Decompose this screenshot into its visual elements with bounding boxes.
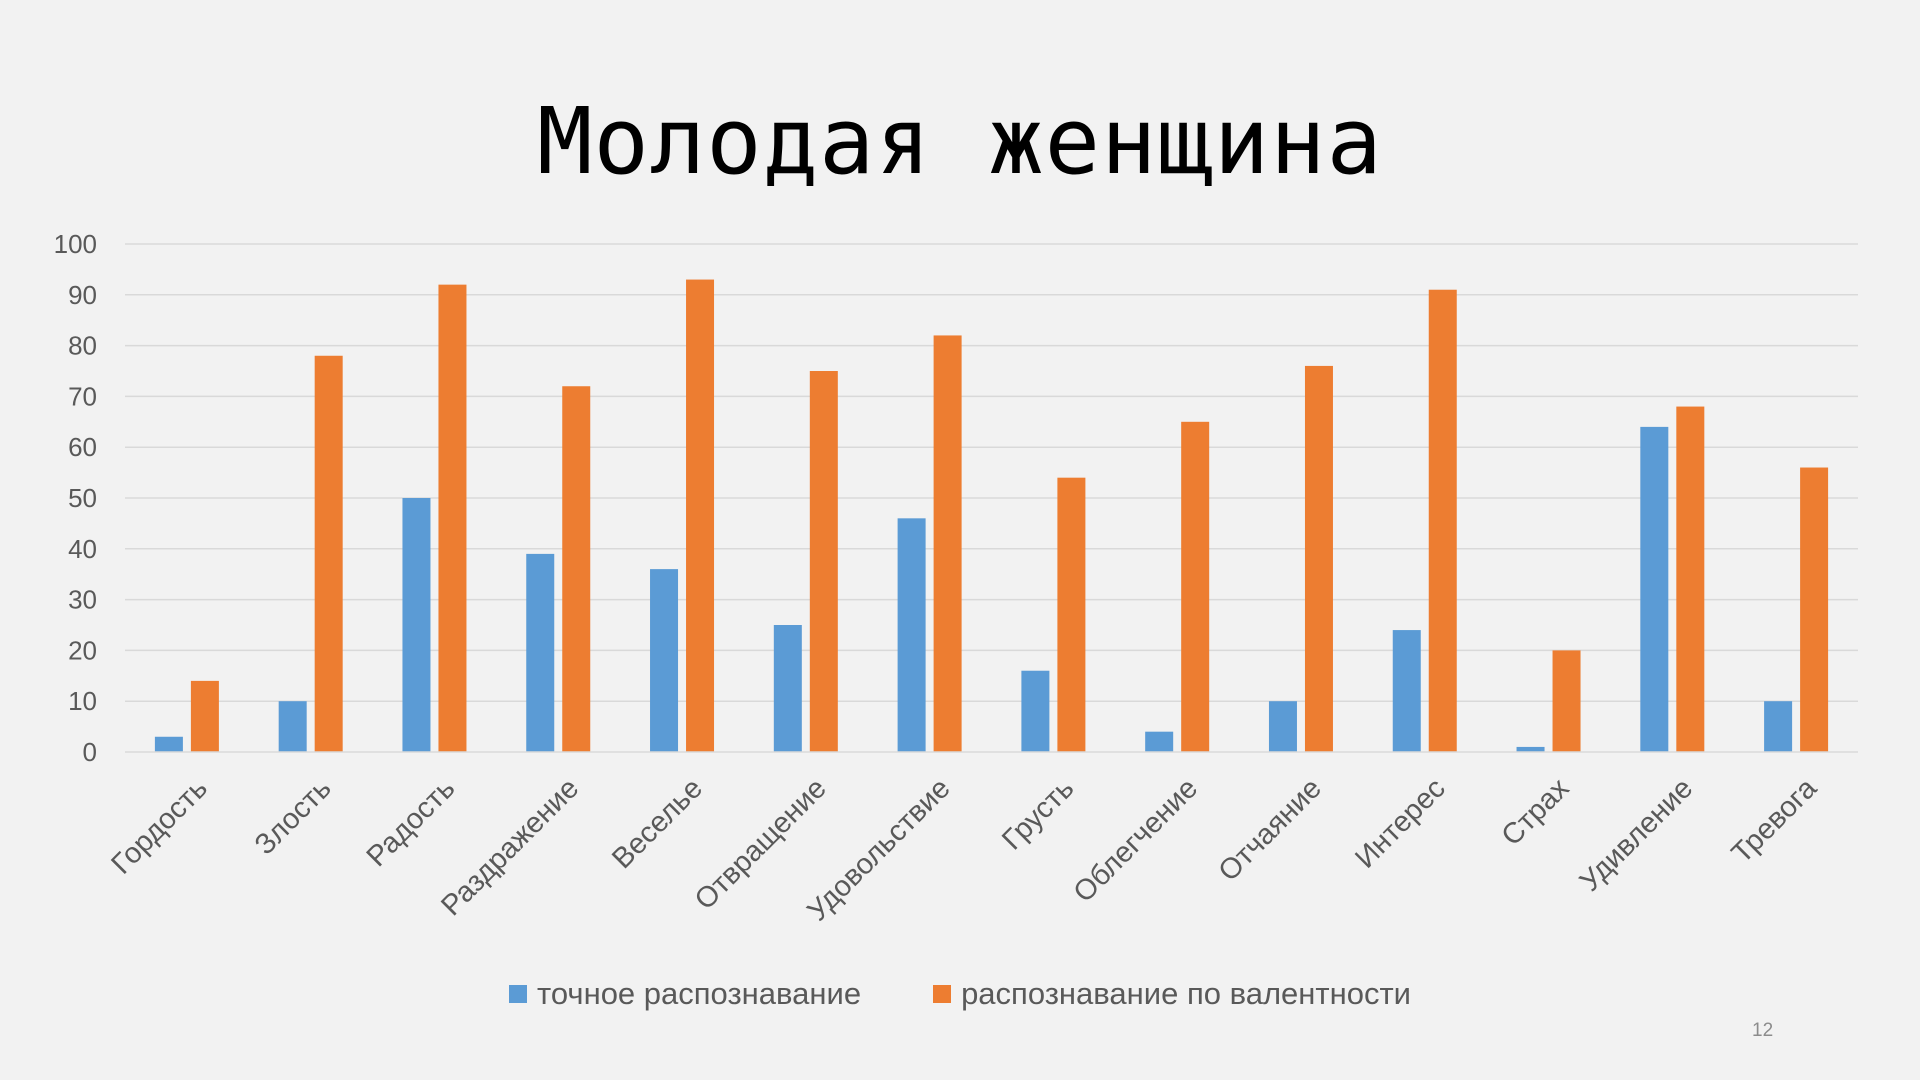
bar-valence-1 bbox=[314, 355, 343, 752]
bar-exact-1 bbox=[278, 701, 307, 752]
y-tick-label: 90 bbox=[68, 280, 97, 310]
legend-item-valence: распознавание по валентности bbox=[933, 976, 1411, 1012]
bar-exact-5 bbox=[773, 625, 802, 752]
x-tick-label: Отчаяние bbox=[1213, 772, 1328, 887]
y-tick-label: 0 bbox=[83, 737, 97, 767]
bar-valence-0 bbox=[190, 680, 219, 752]
bars bbox=[154, 279, 1829, 752]
bar-exact-2 bbox=[402, 498, 431, 752]
x-tick-label: Облегчение bbox=[1068, 772, 1205, 909]
bar-valence-7 bbox=[1057, 477, 1086, 752]
y-tick-label: 80 bbox=[68, 331, 97, 361]
x-tick-label: Тревога bbox=[1726, 772, 1824, 870]
x-tick-label: Радость bbox=[361, 772, 462, 873]
y-axis-ticks: 0 10 20 30 40 50 60 70 80 90 100 bbox=[54, 229, 97, 767]
x-tick-label: Удивление bbox=[1574, 772, 1699, 897]
bar-exact-11 bbox=[1516, 746, 1545, 752]
x-tick-label: Гордость bbox=[105, 772, 213, 880]
y-tick-label: 30 bbox=[68, 585, 97, 615]
y-tick-label: 40 bbox=[68, 534, 97, 564]
x-tick-label: Веселье bbox=[606, 772, 709, 875]
bar-exact-7 bbox=[1021, 670, 1050, 752]
bar-exact-6 bbox=[897, 518, 926, 752]
legend-label-exact: точное распознавание bbox=[537, 976, 862, 1011]
x-tick-label: Интерес bbox=[1349, 772, 1451, 874]
bar-valence-9 bbox=[1304, 365, 1333, 752]
y-tick-label: 10 bbox=[68, 686, 97, 716]
bar-valence-12 bbox=[1676, 406, 1705, 752]
bar-valence-8 bbox=[1181, 421, 1210, 752]
x-tick-label: Грусть bbox=[996, 772, 1080, 856]
y-tick-label: 60 bbox=[68, 432, 97, 462]
bar-valence-13 bbox=[1800, 467, 1829, 752]
bar-valence-3 bbox=[562, 386, 591, 752]
bar-valence-2 bbox=[438, 284, 467, 752]
legend-label-valence: распознавание по валентности bbox=[961, 976, 1411, 1011]
x-tick-label: Страх bbox=[1496, 772, 1576, 852]
bar-valence-4 bbox=[686, 279, 715, 752]
y-tick-label: 50 bbox=[68, 483, 97, 513]
bar-exact-3 bbox=[526, 553, 555, 752]
bar-exact-4 bbox=[650, 569, 679, 752]
bar-exact-0 bbox=[154, 736, 183, 752]
bar-exact-8 bbox=[1145, 731, 1174, 752]
bar-valence-11 bbox=[1552, 650, 1581, 752]
bar-exact-12 bbox=[1640, 426, 1669, 752]
legend: точное распознавание распознавание по ва… bbox=[0, 976, 1920, 1012]
bar-exact-13 bbox=[1764, 701, 1793, 752]
y-tick-label: 20 bbox=[68, 635, 97, 665]
legend-item-exact: точное распознавание bbox=[509, 976, 861, 1012]
bar-valence-6 bbox=[933, 335, 962, 752]
bar-exact-10 bbox=[1392, 630, 1421, 752]
legend-swatch-exact bbox=[509, 985, 528, 1003]
y-tick-label: 70 bbox=[68, 381, 97, 411]
gridlines bbox=[125, 243, 1858, 702]
bar-exact-9 bbox=[1268, 701, 1297, 752]
legend-swatch-valence bbox=[933, 985, 952, 1003]
bar-valence-10 bbox=[1428, 289, 1457, 752]
page-number: 12 bbox=[1752, 1020, 1774, 1041]
bar-valence-5 bbox=[809, 371, 838, 752]
y-tick-label: 100 bbox=[54, 229, 97, 259]
x-tick-label: Злость bbox=[249, 772, 338, 861]
slide-title: Молодая женщина bbox=[537, 88, 1383, 195]
